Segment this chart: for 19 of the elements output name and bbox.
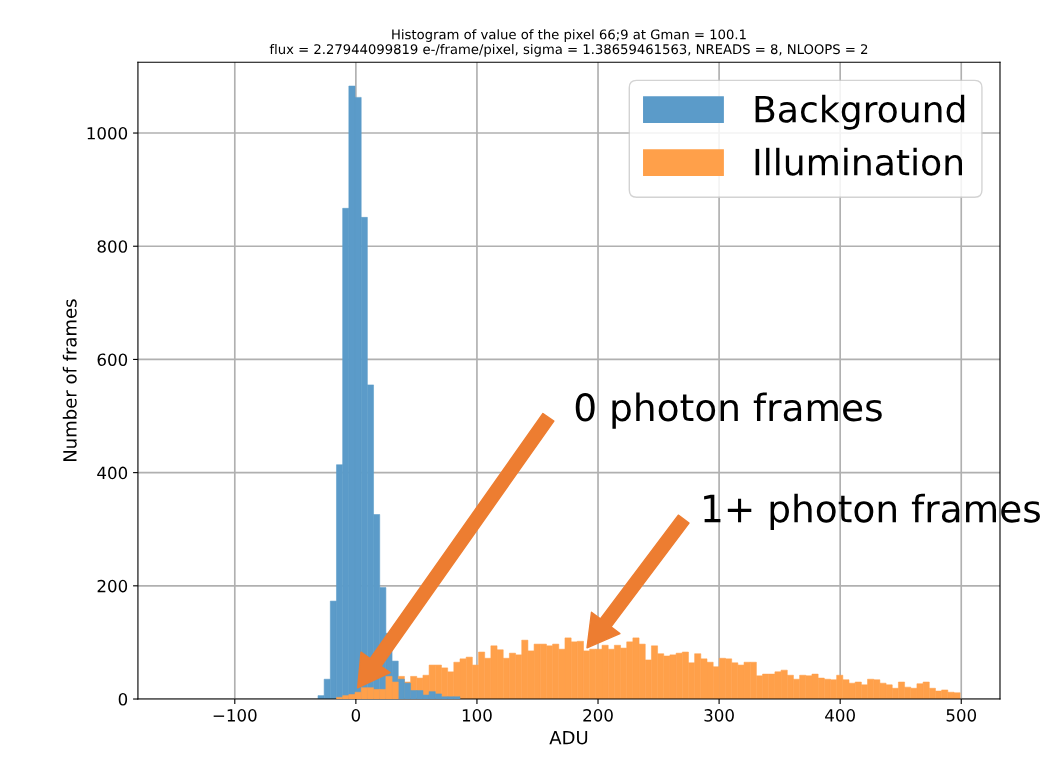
- legend-label: Background: [755, 94, 965, 130]
- x-axis-title: ADU: [549, 730, 588, 745]
- chart-title: Histogram of value of the pixel 66;9 at Gman = 100.1 flux = 2.27944099819 e-/frame/pixel, sigma = 1.38659461563, NREADS = 8, NLOOPS = 2: [269, 29, 868, 57]
- x-tick-label: 200: [583, 709, 613, 722]
- x-tick-label: 100: [462, 709, 492, 722]
- x-tick-label: 300: [704, 709, 734, 722]
- y-axis-title: Number of frames: [62, 299, 77, 462]
- x-tick-label: 400: [825, 709, 855, 722]
- y-tick-label: 800: [97, 240, 128, 253]
- y-tick-label: 1000: [87, 127, 128, 140]
- x-tick-label: 0: [351, 709, 361, 722]
- y-tick-label: 200: [97, 579, 128, 593]
- y-tick-label: 0: [118, 692, 128, 706]
- annotation: 0 photon frames: [575, 392, 882, 429]
- x-tick-label: −100: [213, 709, 257, 722]
- y-tick-label: 600: [97, 353, 128, 366]
- y-tick-label: 400: [97, 466, 128, 480]
- x-tick-label: 500: [946, 709, 977, 722]
- legend-label: Illumination: [755, 147, 963, 176]
